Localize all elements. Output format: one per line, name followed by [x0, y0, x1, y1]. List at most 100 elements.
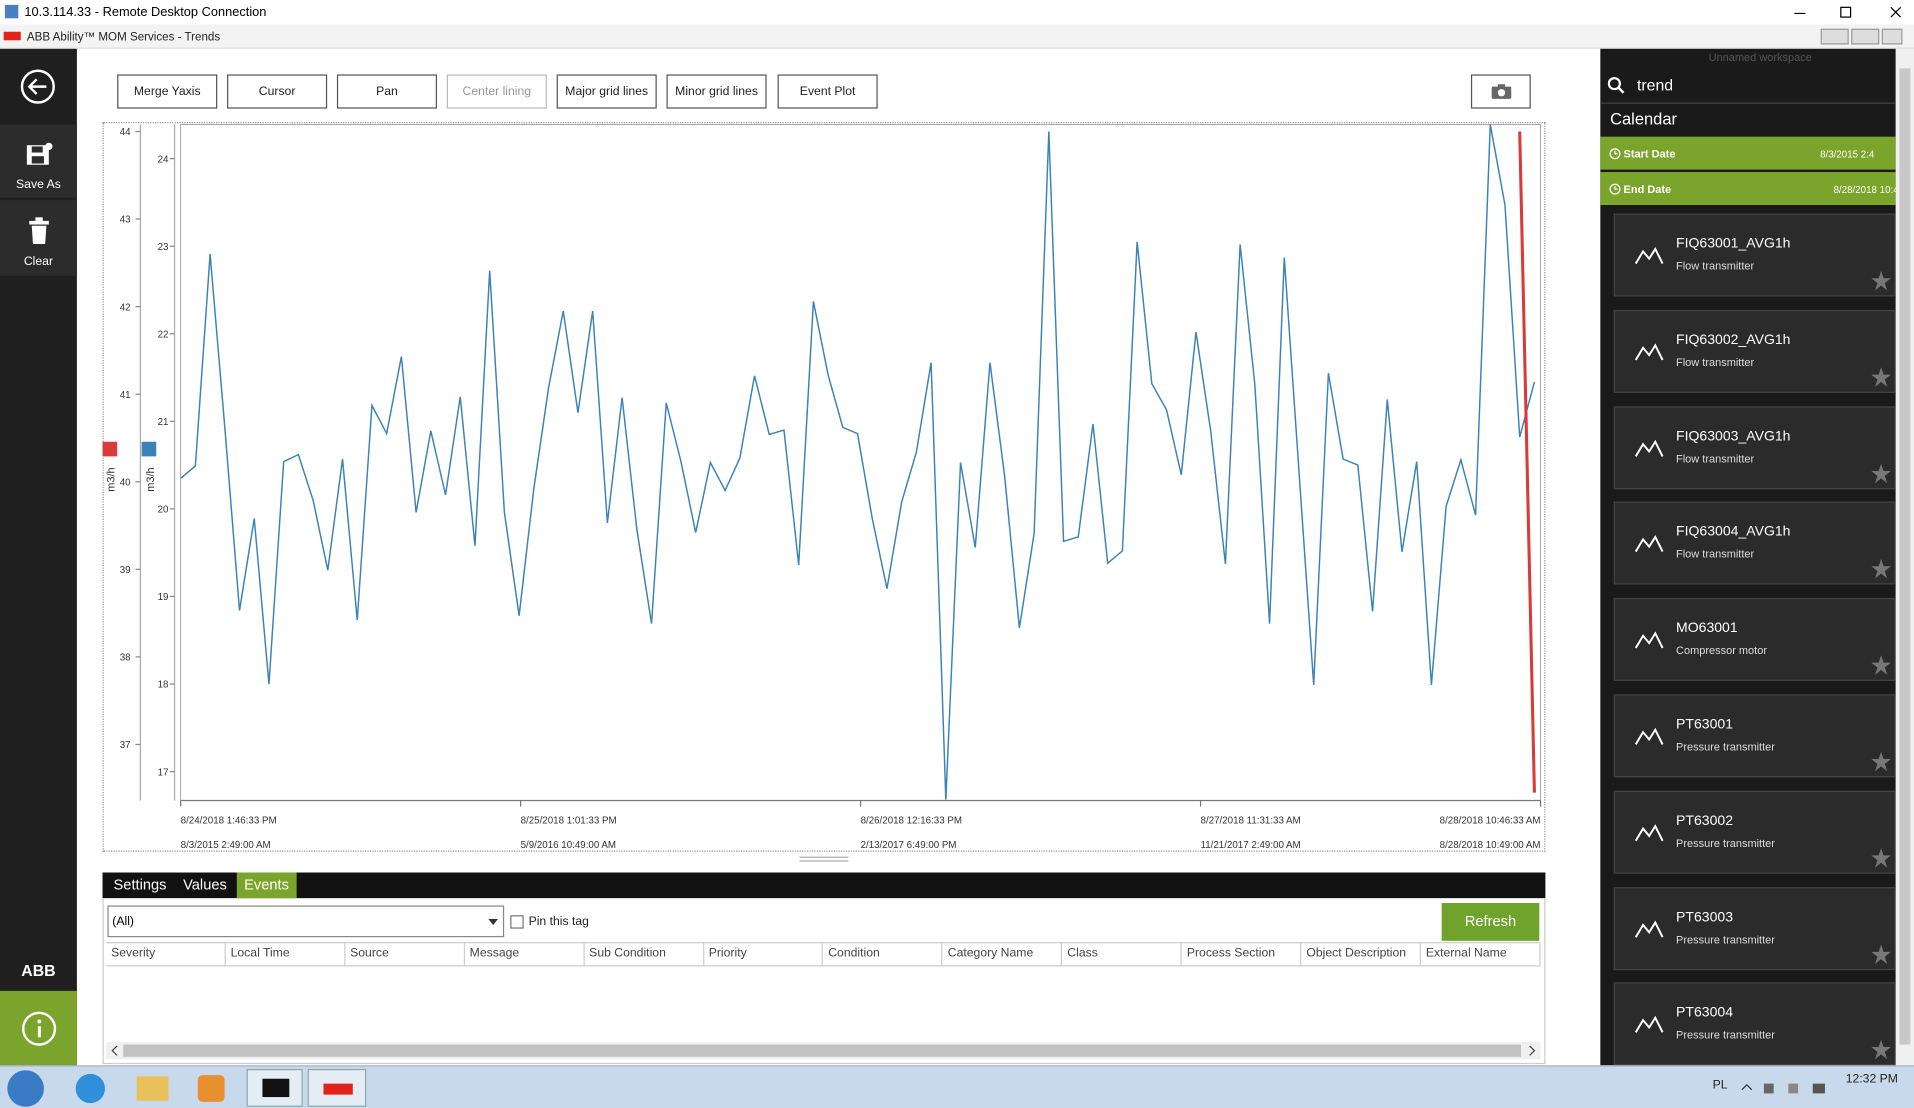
search-icon: [1607, 77, 1625, 94]
info-button[interactable]: [0, 990, 77, 1066]
toolbar-button[interactable]: Event Plot: [777, 74, 878, 109]
column-header[interactable]: Source: [345, 943, 465, 966]
x-tick-label: 8/27/2018 11:31:33 AM: [1201, 816, 1301, 827]
tag-card[interactable]: FIQ63004_AVG1h Flow transmitter: [1613, 502, 1896, 586]
column-header[interactable]: Condition: [823, 943, 943, 966]
y-tick-label: 24: [158, 154, 169, 165]
tag-description: Compressor motor: [1676, 644, 1768, 657]
toolbar-button[interactable]: Center lining: [446, 74, 547, 109]
save-as-button[interactable]: Save As: [0, 124, 77, 198]
tag-card[interactable]: FIQ63003_AVG1h Flow transmitter: [1613, 405, 1896, 489]
filter-dropdown[interactable]: (All): [107, 905, 505, 938]
clear-button[interactable]: Clear: [0, 200, 77, 276]
column-header[interactable]: External Name: [1421, 943, 1541, 966]
start-button[interactable]: [7, 1070, 44, 1107]
favorite-star[interactable]: [1871, 270, 1891, 291]
tab[interactable]: Values: [183, 876, 227, 894]
scroll-thumb[interactable]: [123, 1044, 1521, 1057]
favorite-star[interactable]: [1871, 1040, 1891, 1060]
pin-label: Pin this tag: [528, 915, 589, 929]
tag-card[interactable]: MO63001 Compressor motor: [1613, 598, 1896, 682]
tag-card[interactable]: PT63003 Pressure transmitter: [1613, 886, 1896, 970]
back-button[interactable]: [20, 68, 57, 105]
window-title: 10.3.114.33 - Remote Desktop Connection: [24, 4, 267, 20]
scroll-thumb[interactable]: [1899, 68, 1911, 1045]
abb-task[interactable]: [307, 1068, 367, 1107]
trend-icon: [1634, 343, 1664, 361]
tab[interactable]: Events: [236, 872, 297, 899]
trend-icon: [1634, 631, 1664, 649]
abb-icon: [323, 1083, 353, 1095]
column-header[interactable]: Local Time: [226, 943, 346, 966]
tag-name: FIQ63001_AVG1h: [1676, 236, 1791, 252]
trend-icon: [1634, 535, 1664, 553]
y2-tick-label: 42: [120, 302, 131, 313]
y2-tick-label: 40: [120, 477, 131, 488]
window-controls[interactable]: [1782, 4, 1910, 21]
x2-tick-label: 8/3/2015 2:49:00 AM: [181, 840, 271, 851]
tag-name: FIQ63002_AVG1h: [1676, 332, 1791, 348]
console-task[interactable]: [246, 1068, 303, 1107]
events-panel: [102, 898, 1546, 1065]
splitter[interactable]: [799, 856, 849, 862]
y2-tick-label: 43: [120, 215, 131, 226]
v-scrollbar[interactable]: [1895, 48, 1914, 1066]
column-header[interactable]: Message: [465, 943, 585, 966]
favorite-star[interactable]: [1871, 944, 1891, 964]
favorite-star[interactable]: [1871, 751, 1891, 772]
tag-card[interactable]: FIQ63001_AVG1h Flow transmitter: [1613, 213, 1896, 297]
tag-card[interactable]: FIQ63002_AVG1h Flow transmitter: [1613, 309, 1896, 393]
tag-card[interactable]: PT63002 Pressure transmitter: [1613, 790, 1896, 874]
chart-frame: [102, 122, 1546, 852]
app-controls[interactable]: [1819, 28, 1904, 45]
favorite-star[interactable]: [1871, 367, 1891, 387]
taskbar: PL 12:32 PM: [0, 1065, 1914, 1108]
brand: ABB: [21, 961, 56, 980]
tag-card[interactable]: PT63001 Pressure transmitter: [1613, 694, 1896, 778]
start-date-row[interactable]: Start Date 8/3/2015 2:4: [1600, 136, 1896, 170]
column-header[interactable]: Class: [1062, 943, 1182, 966]
column-header[interactable]: Sub Condition: [584, 943, 704, 966]
tag-description: Flow transmitter: [1676, 356, 1755, 369]
folder-icon[interactable]: [136, 1076, 169, 1101]
tab[interactable]: Settings: [113, 876, 167, 894]
toolbar-button[interactable]: Pan: [336, 74, 438, 109]
toolbar-button[interactable]: Minor grid lines: [666, 74, 767, 109]
pin-checkbox[interactable]: [510, 915, 524, 929]
trend-icon: [1634, 439, 1664, 457]
x2-tick-label: 5/9/2016 10:49:00 AM: [521, 840, 616, 851]
column-header[interactable]: Object Description: [1301, 943, 1421, 966]
h-scrollbar[interactable]: [106, 1042, 1541, 1060]
toolbar-button[interactable]: Cursor: [227, 74, 328, 109]
column-header[interactable]: Priority: [704, 943, 824, 966]
toolbar-button[interactable]: Major grid lines: [556, 74, 657, 109]
favorite-star[interactable]: [1871, 463, 1891, 483]
x-tick-label: 8/28/2018 10:46:33 AM: [1440, 816, 1541, 827]
legend-swatch: [102, 441, 118, 457]
media-icon[interactable]: [197, 1075, 225, 1102]
tag-name: FIQ63003_AVG1h: [1676, 429, 1791, 444]
browser-icon[interactable]: [75, 1073, 105, 1104]
series-line: [180, 124, 1536, 800]
refresh-button[interactable]: Refresh: [1441, 903, 1540, 941]
favorite-star[interactable]: [1871, 559, 1891, 579]
scroll-right[interactable]: [1528, 1045, 1536, 1056]
end-date-row[interactable]: End Date 8/28/2018 10:4: [1600, 172, 1899, 206]
tag-name: MO63001: [1676, 621, 1738, 637]
y-tick-label: 20: [158, 505, 169, 516]
window-titlebar: 10.3.114.33 - Remote Desktop Connection: [0, 0, 1914, 25]
column-header[interactable]: Category Name: [943, 943, 1063, 966]
date-value: 8/3/2015 2:4: [1820, 148, 1875, 160]
search-box[interactable]: trend: [1600, 71, 1895, 100]
tag-card[interactable]: PT63004 Pressure transmitter: [1613, 982, 1896, 1066]
column-header[interactable]: Process Section: [1182, 943, 1302, 966]
snapshot-button[interactable]: [1470, 74, 1531, 109]
toolbar-button[interactable]: Merge Yaxis: [117, 74, 218, 109]
tag-name: PT63003: [1676, 909, 1734, 925]
favorite-star[interactable]: [1871, 655, 1891, 676]
favorite-star[interactable]: [1871, 847, 1891, 868]
clock-icon: [1609, 148, 1621, 160]
scroll-left[interactable]: [111, 1045, 118, 1056]
column-header[interactable]: Severity: [106, 943, 226, 966]
